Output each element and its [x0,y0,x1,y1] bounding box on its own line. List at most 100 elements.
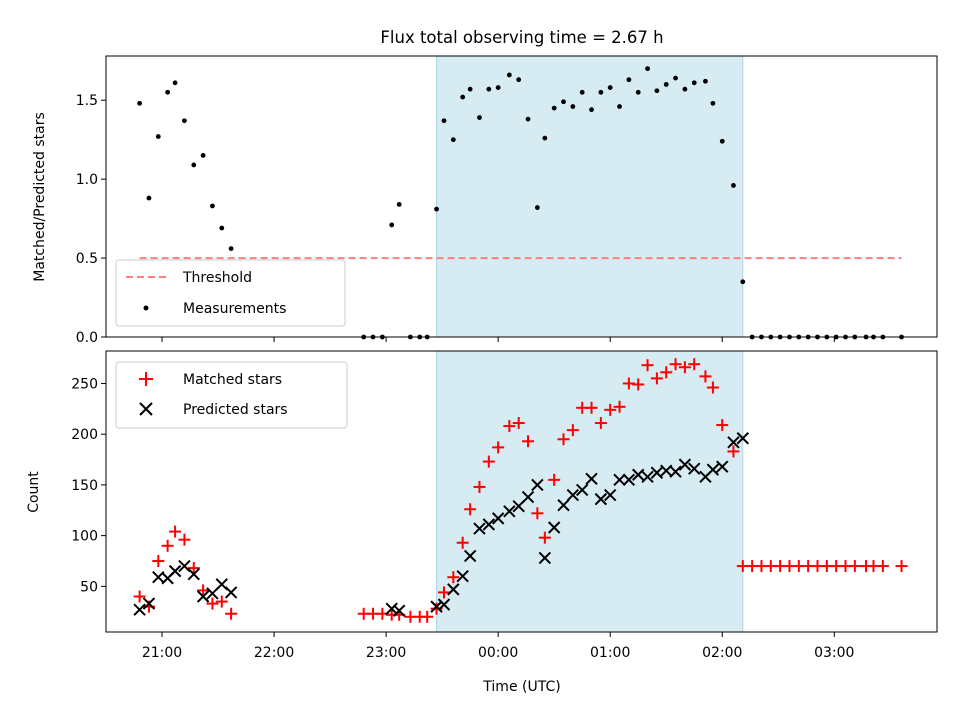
matched-star-point [503,420,516,433]
matched-star-point [169,525,182,538]
predicted-star-point [206,587,219,600]
top-panel: 0.0 0.5 1.0 1.5 Matched/Predicted stars Thr… [32,55,938,346]
matched-star-point [641,359,654,372]
measurement-point [654,88,660,94]
predicted-star-point [566,488,580,502]
matched-star-point [225,607,238,620]
predicted-star-point [447,583,460,596]
bottom-shade-rect [436,350,744,633]
matched-star-point [585,401,598,414]
matched-star-point [699,370,712,383]
matched-star-point [438,586,451,599]
predicted-star-point [603,488,617,502]
matched-star-point [727,445,740,458]
matched-star-point [152,554,165,567]
measurement-point [137,100,143,106]
predicted-star-point [678,458,692,471]
x-tick-label: 23:00 [366,645,406,661]
measurement-point [450,137,456,143]
matched-star-point [178,533,191,546]
bottom-y-tick-label: 200 [71,427,98,443]
measurement-point [165,89,171,95]
measurement-point [682,86,688,92]
top-y-tick-label: 0.5 [76,251,98,267]
top-shade-rect [436,55,744,338]
matched-star-point [492,441,505,454]
legend-threshold-label: Threshold [182,270,252,286]
bottom-y-tick-label: 250 [71,376,98,392]
top-x-ticks [161,337,835,342]
predicted-star-point [641,470,654,483]
predicted-star-point [512,500,525,513]
matched-star-point [632,378,645,391]
predicted-star-point [575,483,589,497]
predicted-star-point [168,564,182,578]
predicted-stars-points [133,432,749,617]
measurement-point [645,66,650,72]
matched-star-point [447,571,460,584]
measurement-point [710,100,716,106]
bottom-y-tick-label: 150 [71,478,98,494]
matched-star-point [557,433,570,446]
matched-star-point [512,417,525,430]
matched-star-point [456,536,469,549]
matched-star-point [531,507,544,520]
matched-star-point [133,590,146,603]
measurement-point [598,89,604,95]
predicted-star-point [196,590,210,603]
predicted-star-point [736,432,749,445]
measurement-point [561,99,566,105]
measurement-point [172,80,178,86]
matched-star-point [594,417,607,430]
matched-star-point [161,539,174,552]
x-axis-label: Time (UTC) [482,679,560,695]
predicted-star-point [547,521,561,534]
x-tick-label: 00:00 [478,645,518,661]
measurement-point [467,86,473,92]
bottom-x-ticks: 21:00 22:00 23:00 00:00 01:00 02:00 03:00 [142,632,854,661]
x-tick-label: 01:00 [590,645,630,661]
predicted-star-point [430,600,443,613]
measurement-point [691,80,697,86]
measurement-point [506,72,512,78]
measurement-point [740,279,746,285]
measurement-point [219,225,225,231]
matched-star-point [678,361,691,374]
matched-star-point [482,455,495,468]
matched-star-point [548,473,561,486]
figure-title: Flux total observing time = 2.67 h [380,28,663,47]
matched-star-point [187,562,200,575]
bottom-y-tick-label: 50 [80,579,98,595]
measurement-point [460,94,466,100]
measurement-point [516,77,522,83]
predicted-star-point [521,490,535,504]
legend-matched-label: Matched stars [183,372,282,388]
matched-star-point [197,584,210,597]
measurement-point [486,86,492,92]
bottom-observing-window-shade [436,350,744,633]
measurement-point [589,107,594,113]
measurement-point [146,195,152,201]
legend-predicted-swatch [139,402,153,416]
matched-star-point [538,531,551,544]
measurement-point [228,246,234,251]
matched-star-point [688,358,701,371]
measurement-point [673,75,678,81]
predicted-star-point [463,549,477,563]
predicted-star-point [503,505,516,518]
predicted-star-point [727,436,740,449]
predicted-star-point [473,522,486,535]
matched-star-point [421,610,434,623]
predicted-star-point [650,466,664,479]
predicted-star-point [392,604,406,617]
matched-star-point [660,366,673,379]
matched-star-point [895,560,908,573]
measurement-point [525,116,531,122]
measurement-point [441,118,447,124]
measurement-point [182,118,187,124]
bottom-legend-box [115,361,348,429]
predicted-star-point [594,492,608,506]
measurement-point [626,77,632,83]
measurement-point [703,78,708,84]
